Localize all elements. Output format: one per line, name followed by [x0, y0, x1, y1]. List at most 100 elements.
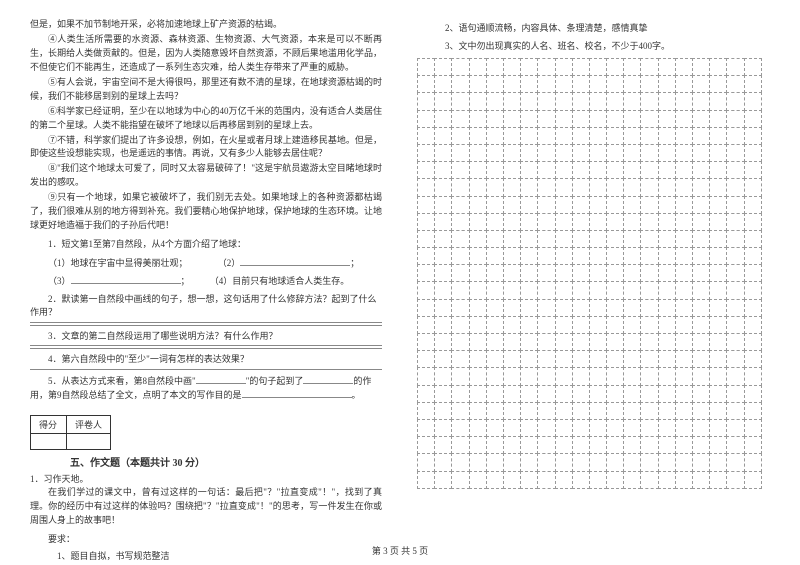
grid-cell[interactable]	[520, 144, 538, 162]
grid-cell[interactable]	[520, 127, 538, 145]
grid-cell[interactable]	[658, 161, 676, 179]
grid-cell[interactable]	[589, 247, 607, 265]
grid-cell[interactable]	[469, 196, 487, 214]
grid-cell[interactable]	[744, 402, 762, 420]
grid-cell[interactable]	[606, 58, 624, 76]
grid-cell[interactable]	[469, 213, 487, 231]
grid-cell[interactable]	[744, 127, 762, 145]
grid-cell[interactable]	[520, 419, 538, 437]
grid-cell[interactable]	[744, 299, 762, 317]
grid-cell[interactable]	[417, 161, 435, 179]
grid-cell[interactable]	[726, 161, 744, 179]
grid-cell[interactable]	[486, 333, 504, 351]
grid-cell[interactable]	[434, 264, 452, 282]
grid-cell[interactable]	[417, 247, 435, 265]
grid-cell[interactable]	[417, 471, 435, 489]
grid-cell[interactable]	[675, 213, 693, 231]
grid-cell[interactable]	[572, 230, 590, 248]
grid-cell[interactable]	[726, 196, 744, 214]
grid-cell[interactable]	[589, 367, 607, 385]
grid-cell[interactable]	[434, 196, 452, 214]
grid-cell[interactable]	[726, 350, 744, 368]
grid-cell[interactable]	[623, 316, 641, 334]
grid-cell[interactable]	[744, 419, 762, 437]
grid-cell[interactable]	[606, 419, 624, 437]
grid-cell[interactable]	[692, 247, 710, 265]
grid-cell[interactable]	[486, 92, 504, 110]
grid-cell[interactable]	[675, 247, 693, 265]
grid-cell[interactable]	[675, 75, 693, 93]
grid-cell[interactable]	[675, 196, 693, 214]
grid-cell[interactable]	[537, 230, 555, 248]
grid-cell[interactable]	[744, 213, 762, 231]
grid-cell[interactable]	[589, 196, 607, 214]
grid-cell[interactable]	[417, 178, 435, 196]
grid-cell[interactable]	[469, 436, 487, 454]
grid-cell[interactable]	[726, 75, 744, 93]
grid-cell[interactable]	[486, 127, 504, 145]
grid-cell[interactable]	[623, 213, 641, 231]
grid-cell[interactable]	[469, 367, 487, 385]
grid-cell[interactable]	[675, 419, 693, 437]
grid-cell[interactable]	[658, 350, 676, 368]
grid-cell[interactable]	[640, 161, 658, 179]
q1-blank-2[interactable]	[240, 256, 350, 266]
grid-cell[interactable]	[726, 471, 744, 489]
grid-cell[interactable]	[726, 436, 744, 454]
grid-cell[interactable]	[503, 402, 521, 420]
grid-cell[interactable]	[434, 127, 452, 145]
grid-cell[interactable]	[640, 453, 658, 471]
grid-cell[interactable]	[451, 213, 469, 231]
grid-cell[interactable]	[744, 58, 762, 76]
grid-cell[interactable]	[555, 471, 573, 489]
grid-cell[interactable]	[675, 178, 693, 196]
grid-cell[interactable]	[572, 213, 590, 231]
grid-cell[interactable]	[658, 144, 676, 162]
q2-line-1[interactable]	[30, 322, 382, 323]
grid-cell[interactable]	[469, 333, 487, 351]
grid-cell[interactable]	[606, 367, 624, 385]
grid-cell[interactable]	[744, 316, 762, 334]
grid-cell[interactable]	[486, 436, 504, 454]
grid-cell[interactable]	[623, 436, 641, 454]
grid-cell[interactable]	[606, 436, 624, 454]
grid-cell[interactable]	[623, 333, 641, 351]
grid-cell[interactable]	[675, 316, 693, 334]
grid-cell[interactable]	[658, 299, 676, 317]
grid-cell[interactable]	[520, 92, 538, 110]
grid-cell[interactable]	[469, 247, 487, 265]
grid-cell[interactable]	[451, 127, 469, 145]
grid-cell[interactable]	[606, 92, 624, 110]
grid-cell[interactable]	[486, 419, 504, 437]
grid-cell[interactable]	[451, 196, 469, 214]
grid-cell[interactable]	[537, 333, 555, 351]
grid-cell[interactable]	[486, 58, 504, 76]
grid-cell[interactable]	[486, 316, 504, 334]
grid-cell[interactable]	[520, 453, 538, 471]
grid-cell[interactable]	[537, 316, 555, 334]
grid-cell[interactable]	[469, 230, 487, 248]
grid-cell[interactable]	[555, 350, 573, 368]
grid-cell[interactable]	[417, 299, 435, 317]
grid-cell[interactable]	[623, 196, 641, 214]
grid-cell[interactable]	[469, 178, 487, 196]
grid-cell[interactable]	[726, 453, 744, 471]
grid-cell[interactable]	[537, 299, 555, 317]
grid-cell[interactable]	[623, 402, 641, 420]
grid-cell[interactable]	[606, 471, 624, 489]
grid-cell[interactable]	[692, 110, 710, 128]
grid-cell[interactable]	[486, 299, 504, 317]
grid-cell[interactable]	[555, 453, 573, 471]
grid-cell[interactable]	[606, 110, 624, 128]
grid-cell[interactable]	[658, 367, 676, 385]
grid-cell[interactable]	[726, 58, 744, 76]
grid-cell[interactable]	[555, 316, 573, 334]
grid-cell[interactable]	[503, 92, 521, 110]
grid-cell[interactable]	[469, 144, 487, 162]
grid-cell[interactable]	[555, 402, 573, 420]
grid-cell[interactable]	[589, 127, 607, 145]
grid-cell[interactable]	[606, 264, 624, 282]
grid-cell[interactable]	[451, 453, 469, 471]
grid-cell[interactable]	[675, 110, 693, 128]
grid-cell[interactable]	[434, 436, 452, 454]
